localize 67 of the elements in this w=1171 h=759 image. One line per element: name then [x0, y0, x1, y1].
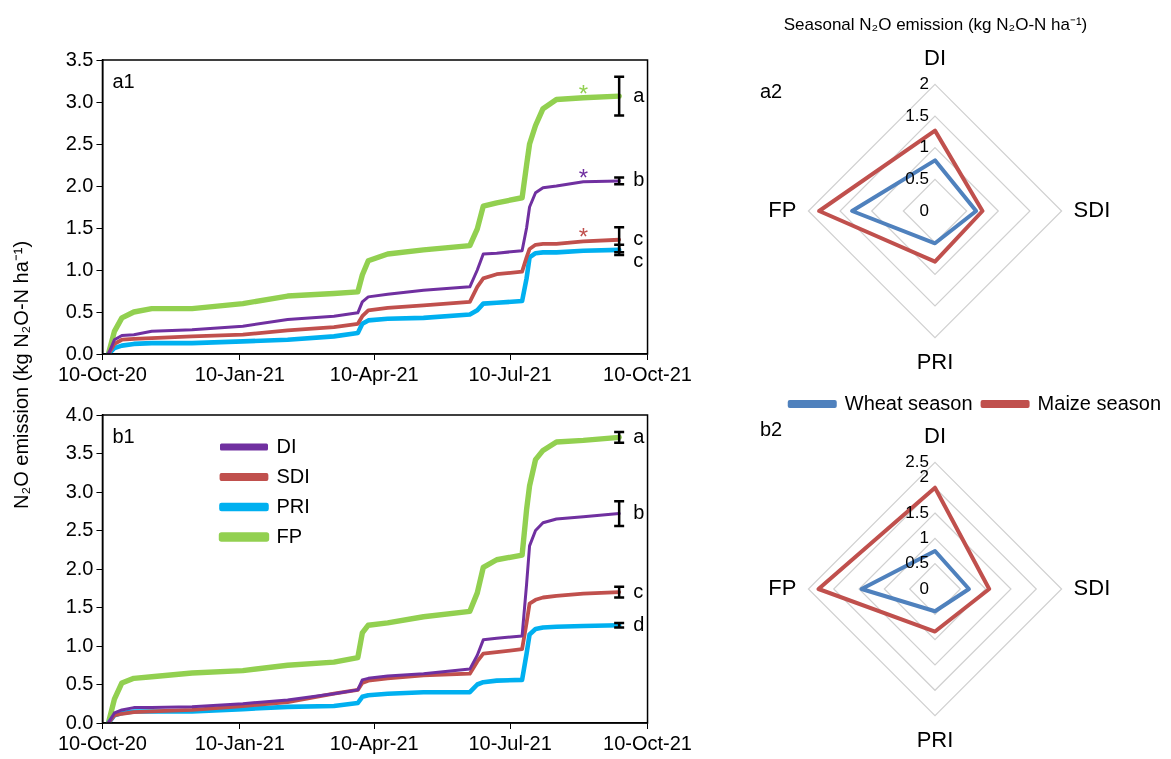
y-tick-label: 0: [919, 578, 930, 598]
x-tick-label: 10-Apr-21: [329, 731, 419, 754]
text: a2: [760, 79, 783, 102]
y-tick-label: 2: [919, 74, 930, 94]
spoke-label: PRI: [916, 348, 954, 374]
annotation: b1: [112, 424, 135, 447]
annotation: b: [633, 168, 645, 191]
spoke-label: FP: [768, 575, 797, 601]
y-tick-label: 1: [919, 137, 930, 157]
y-tick-label: 0.5: [905, 169, 930, 189]
y-tick-label: 1.0: [65, 257, 94, 280]
x-tick-label: 10-Oct-20: [57, 731, 147, 754]
spoke-label: SDI: [1073, 197, 1111, 223]
annotation: a: [633, 424, 646, 447]
x-tick-label: 10-Jan-21: [194, 731, 285, 754]
x-tick-label: 10-Oct-21: [603, 731, 693, 754]
y-tick-label: 3.0: [65, 479, 94, 502]
legend-label: DI: [276, 434, 297, 457]
y-tick-label: 3.5: [65, 441, 94, 464]
annotation: c: [633, 227, 644, 250]
legend-label: Maize season: [1037, 391, 1162, 414]
spoke-label: DI: [924, 423, 946, 449]
annotation: c: [633, 249, 644, 272]
x-tick-label: 10-Oct-20: [57, 362, 147, 385]
annotation: *: [578, 223, 588, 251]
legend-label: Wheat season: [844, 391, 973, 414]
y-tick-label: 0.0: [65, 341, 94, 364]
text: b2: [760, 417, 783, 440]
y-tick-label: 2: [919, 467, 930, 487]
y-tick-label: 1.5: [65, 595, 94, 618]
x-tick-label: 10-Apr-21: [329, 362, 419, 385]
y-tick-label: 1.5: [65, 215, 94, 238]
y-tick-label: 0.0: [65, 710, 94, 733]
y-tick-label: 1.0: [65, 633, 94, 656]
spoke-label: FP: [768, 197, 797, 223]
annotation: *: [578, 163, 588, 191]
x-tick-label: 10-Oct-21: [603, 362, 693, 385]
annotation: c: [633, 579, 644, 602]
y-tick-label: 0.5: [65, 672, 94, 695]
annotation: a1: [112, 69, 135, 92]
y-tick-label: 2.5: [65, 518, 94, 541]
y-tick-label: 2.0: [65, 173, 94, 196]
y-tick-label: 1.5: [905, 105, 930, 125]
y-tick-label: 0.5: [65, 299, 94, 322]
annotation: b: [633, 501, 645, 524]
y-tick-label: 3.0: [65, 89, 94, 112]
y-tick-label: 2.5: [65, 131, 94, 154]
y-tick-label: 0: [919, 200, 930, 220]
y-tick-label: 2.0: [65, 556, 94, 579]
spoke-label: PRI: [916, 726, 954, 752]
annotation: *: [578, 79, 588, 107]
spoke-label: DI: [924, 45, 946, 71]
y-tick-label: 4.0: [65, 402, 94, 425]
y-tick-label: 3.5: [65, 47, 94, 70]
x-tick-label: 10-Jan-21: [194, 362, 285, 385]
legend-label: SDI: [276, 464, 310, 487]
y-axis-title: N₂O emission (kg N₂O-N ha⁻¹): [9, 239, 33, 512]
y-tick-label: 1.5: [905, 502, 930, 522]
annotation: a: [633, 83, 646, 106]
spoke-label: SDI: [1073, 575, 1111, 601]
annotation: d: [633, 612, 645, 635]
x-tick-label: 10-Jul-21: [468, 731, 552, 754]
x-tick-label: 10-Jul-21: [468, 362, 552, 385]
legend-label: PRI: [276, 494, 310, 517]
chart-title: Seasonal N₂O emission (kg N₂O-N ha⁻¹): [782, 14, 1089, 35]
legend-label: FP: [276, 524, 303, 547]
y-tick-label: 1: [919, 528, 930, 548]
